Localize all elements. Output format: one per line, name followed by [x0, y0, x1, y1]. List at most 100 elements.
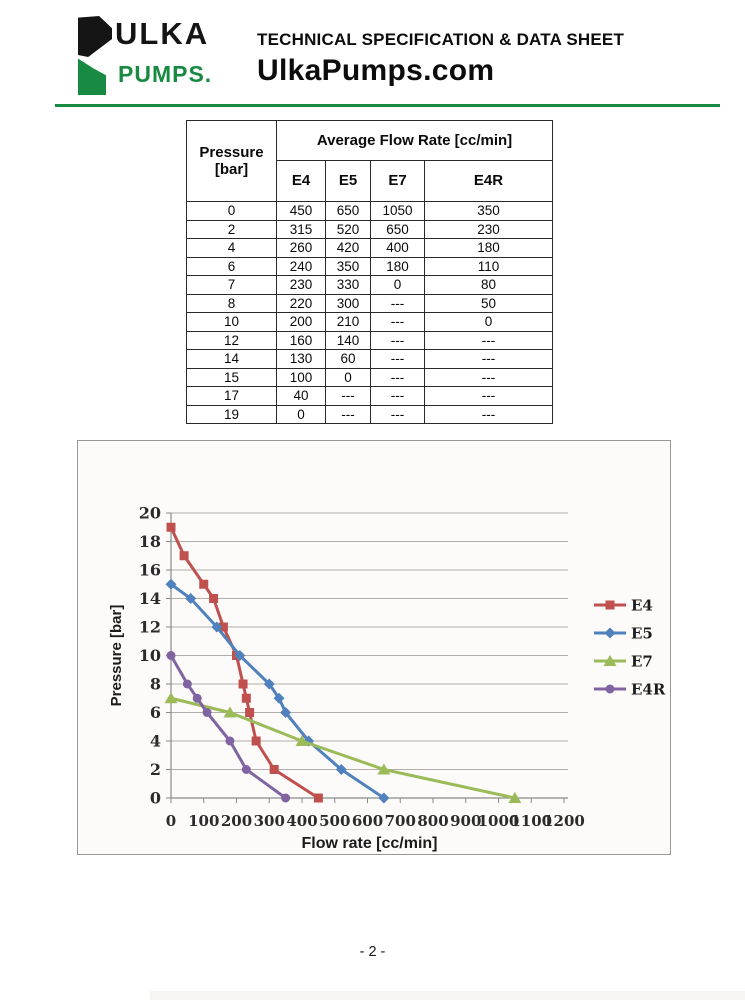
y-tick-label: 14	[139, 589, 161, 608]
flow-value-cell: ---	[370, 312, 425, 332]
marker-triangle	[603, 655, 617, 666]
flow-value-cell: 230	[424, 219, 553, 239]
flow-value-cell: ---	[424, 330, 553, 350]
flow-value-cell: 330	[325, 275, 371, 295]
series-line-E4	[169, 525, 320, 800]
table-row: 8 220 300 --- 50	[186, 293, 553, 313]
marker-square	[179, 551, 189, 561]
x-tick-label: 1100	[510, 812, 552, 830]
flow-value-cell: 0	[424, 312, 553, 332]
pressure-cell: 0	[186, 201, 277, 221]
x-tick-label: 800	[417, 812, 448, 830]
marker-diamond	[335, 764, 347, 775]
flow-value-cell: 60	[325, 349, 371, 369]
chart-svg: 0 100 200 300 400 500 600 700 800 900100011001200…	[108, 504, 666, 853]
marker-diamond	[604, 627, 616, 639]
x-tick-label: 900	[450, 812, 481, 830]
flow-value-cell: 180	[424, 238, 553, 258]
flow-value-cell: 210	[325, 312, 371, 332]
legend-label-E4R: E4R	[631, 681, 666, 699]
marker-square	[238, 679, 248, 689]
flow-value-cell: 260	[276, 238, 326, 258]
marker-circle	[166, 651, 176, 660]
y-tick-label: 20	[139, 504, 161, 523]
flow-value-cell: 400	[370, 238, 425, 258]
flow-value-cell: ---	[325, 404, 371, 424]
flow-value-cell: 40	[276, 386, 326, 406]
table-row: 4 260 420 400 180	[186, 238, 553, 258]
marker-circle	[225, 736, 235, 746]
header-divider	[55, 104, 720, 107]
x-tick-label: 400	[286, 812, 317, 830]
marker-square	[199, 579, 209, 589]
y-tick-label: 4	[150, 732, 161, 751]
x-tick-label: 700	[385, 812, 416, 830]
marker-square	[251, 736, 261, 746]
marker-diamond	[185, 593, 197, 604]
marker-square	[241, 693, 251, 703]
marker-square	[245, 708, 255, 717]
table-row: 12 160 140 --- ---	[186, 330, 553, 350]
table-row: 0 450 650 1050 350	[186, 201, 553, 221]
x-tick-label: 600	[352, 812, 383, 830]
flow-value-cell: ---	[370, 349, 425, 369]
logo-wordmark-ulka: ULKA	[115, 16, 210, 51]
page-number: - 2 -	[359, 944, 386, 960]
legend-label-E5: E5	[631, 625, 653, 643]
document-title: TECHNICAL SPECIFICATION & DATA SHEET	[257, 30, 625, 49]
flow-rate-group-header: Average Flow Rate [cc/min]	[276, 120, 553, 161]
pressure-cell: 12	[186, 330, 277, 350]
y-axis-title: Pressure [bar]	[108, 605, 125, 707]
x-tick-label: 0	[166, 812, 176, 830]
marker-diamond	[378, 792, 390, 804]
marker-diamond	[263, 678, 275, 690]
pressure-cell: 10	[186, 312, 277, 332]
column-header-e7: E7	[370, 160, 425, 202]
marker-diamond	[273, 692, 285, 704]
flow-value-cell: 0	[325, 367, 371, 387]
flow-value-cell: 220	[276, 293, 326, 313]
flow-value-cell: 240	[276, 256, 326, 276]
ulka-logo: ULKA PUMPS.	[75, 14, 245, 98]
marker-triangle	[508, 792, 522, 803]
pressure-cell: 2	[186, 219, 277, 239]
series-line-E7	[169, 696, 517, 800]
table-row: 6 240 350 180 110	[186, 256, 553, 276]
marker-circle	[605, 684, 615, 694]
pressure-header-line2: [bar]	[214, 161, 249, 178]
spec-table-body: 0 450 650 1050 350 2 315 520 650 230 4 260 420 400 180…	[186, 201, 553, 424]
marker-diamond	[280, 707, 292, 718]
marker-triangle	[377, 763, 391, 775]
marker-circle	[182, 679, 192, 689]
marker-diamond	[234, 650, 246, 661]
table-row: 17 40 --- --- ---	[186, 386, 553, 406]
x-tick-label: 200	[221, 812, 252, 830]
y-tick-label: 2	[150, 760, 161, 779]
y-tick-label: 16	[139, 561, 161, 580]
flow-value-cell: 0	[370, 275, 425, 295]
marker-square	[218, 622, 228, 632]
pressure-header-line1: Pressure	[199, 143, 264, 161]
marker-square	[209, 594, 219, 603]
series-line-E5	[169, 582, 386, 800]
flow-value-cell: 200	[276, 312, 326, 332]
marker-square	[313, 793, 323, 803]
pressure-cell: 6	[186, 256, 277, 276]
y-tick-label: 18	[139, 532, 161, 551]
table-row: 14 130 60 --- ---	[186, 349, 553, 369]
flow-value-cell: 230	[276, 275, 326, 295]
flow-value-cell: 140	[325, 330, 371, 350]
legend-label-E4: E4	[631, 597, 653, 615]
x-tick-label: 1000	[478, 812, 520, 830]
pressure-cell: 4	[186, 238, 277, 258]
flow-value-cell: ---	[370, 330, 425, 350]
flow-value-cell: ---	[370, 386, 425, 406]
flow-value-cell: 300	[325, 293, 371, 313]
y-tick-label: 12	[139, 618, 161, 637]
y-tick-label: 8	[150, 675, 161, 694]
flow-value-cell: 100	[276, 367, 326, 387]
website-title: UlkaPumps.com	[257, 54, 495, 87]
flow-value-cell: 80	[424, 275, 553, 295]
flow-value-cell: 315	[276, 219, 326, 239]
